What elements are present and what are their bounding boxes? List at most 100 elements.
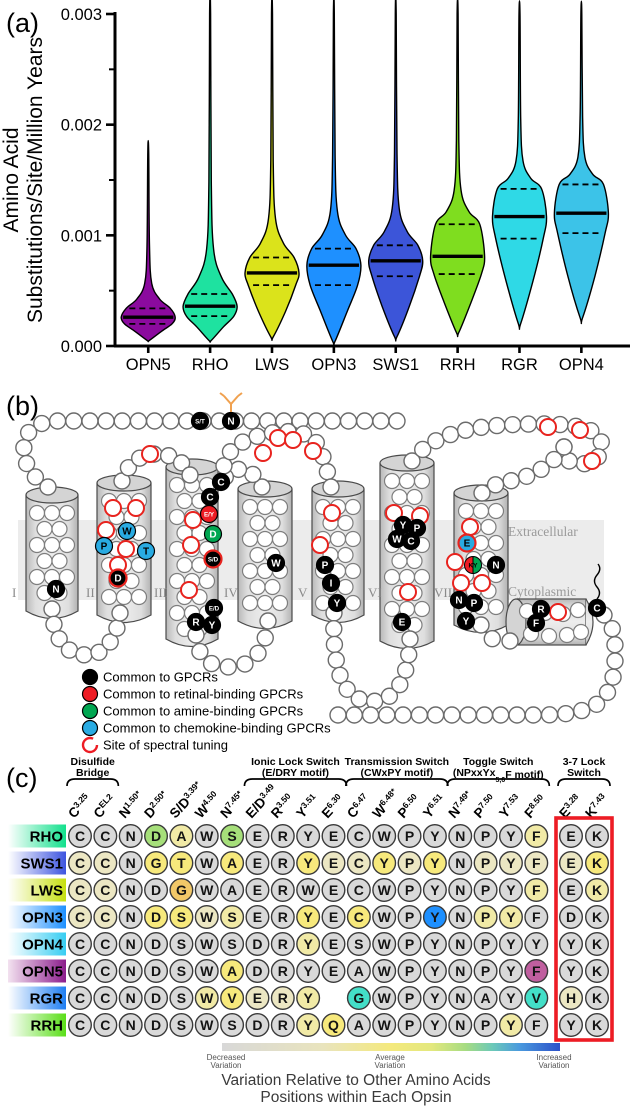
residue-Y — [327, 593, 347, 613]
cell-letter: C — [100, 963, 110, 979]
cell-letter: Y — [430, 882, 440, 898]
loop-residue-circle — [50, 630, 68, 648]
loop-residue-circle — [606, 652, 624, 670]
loop-residue-circle — [598, 683, 617, 702]
row-label-OPN3: OPN3 — [22, 910, 63, 927]
residue-letter: R — [537, 605, 545, 616]
cell-RRH-6 — [220, 1013, 245, 1038]
cell-RGR-12 — [372, 985, 397, 1010]
y-tick-label: 0.000 — [61, 338, 102, 356]
cell-letter: A — [354, 1017, 364, 1033]
cell-letter: E — [253, 855, 262, 871]
cell-letter: A — [227, 882, 237, 898]
cell-letter: E — [566, 882, 575, 898]
residue-circle — [413, 600, 431, 618]
cell-SWS1-11 — [346, 850, 371, 875]
residue-circle — [58, 504, 76, 522]
cell-OPN5-17 — [498, 958, 523, 983]
variation-caption-line2: Positions within Each Opsin — [260, 1089, 451, 1106]
residue-letter: C — [217, 478, 224, 489]
cell-letter: F — [532, 855, 541, 871]
cell-letter: E — [253, 909, 262, 925]
cell-letter: P — [405, 828, 414, 844]
legend-swatch-filled — [81, 668, 99, 686]
cell-OPN5-8 — [270, 958, 295, 983]
cell-SWS1-6 — [220, 850, 245, 875]
loop-residue-circle — [410, 706, 429, 724]
loop-residue-circle — [65, 412, 83, 430]
loop-residue-circle — [248, 427, 266, 446]
residue-circle — [198, 572, 216, 590]
residue-D — [203, 524, 223, 544]
cell-letter: P — [481, 936, 490, 952]
residue-circle — [569, 601, 587, 619]
cell-letter: S — [354, 936, 363, 952]
residue-I — [321, 573, 341, 593]
cell-RHO-5 — [194, 823, 219, 848]
cell-OPN3-18 — [524, 904, 549, 929]
loop-residue-circle — [90, 643, 108, 661]
cell-LWS-1 — [93, 877, 118, 902]
cell-RRH-8 — [270, 1013, 295, 1038]
x-category-label-LWS: LWS — [255, 356, 290, 374]
cell-letter: N — [126, 882, 136, 898]
cell-OPN4-3 — [144, 931, 169, 956]
gradient-label-right: Increased — [536, 1053, 571, 1062]
panel-b-label: (b) — [6, 391, 39, 421]
x-category-label-RHO: RHO — [192, 356, 229, 374]
cell-RHO-1 — [93, 823, 118, 848]
cell-letter: W — [200, 855, 214, 871]
cell-LWS-3 — [144, 877, 169, 902]
residue-circle — [406, 488, 423, 506]
cell-letter: G — [353, 990, 364, 1006]
cell-letter: G — [176, 882, 187, 898]
cell-letter: C — [100, 855, 110, 871]
residue-circle — [398, 472, 416, 490]
cell-letter: K — [592, 1017, 602, 1033]
cell-letter: P — [481, 882, 490, 898]
cell-letter: N — [455, 855, 465, 871]
cell-letter: D — [151, 963, 161, 979]
legend-label: Common to chemokine-binding GPCRs — [103, 721, 331, 736]
cell-letter: W — [302, 882, 316, 898]
x-category-label-RRH: RRH — [440, 356, 476, 374]
cell-SWS1-15 — [448, 850, 473, 875]
legend-label: Common to retinal-binding GPCRs — [103, 687, 304, 702]
loop-residue-circle — [502, 472, 520, 490]
residue-circle — [28, 568, 46, 586]
loop-residue-circle — [101, 633, 119, 651]
loop-residue-circle — [329, 706, 347, 724]
y-axis-title-line1: Amino Acid — [0, 127, 23, 232]
cell-RHO-20 — [585, 823, 610, 848]
residue-circle — [43, 536, 61, 554]
cell-RHO-7 — [245, 823, 270, 848]
loop-residue-circle — [483, 630, 501, 648]
loop-residue-circle — [33, 414, 51, 433]
cell-letter: F — [532, 828, 541, 844]
residue-letter: D — [114, 574, 121, 585]
cell-RRH-10 — [321, 1013, 346, 1038]
cell-RGR-15 — [448, 985, 473, 1010]
cell-OPN4-14 — [422, 931, 447, 956]
loop-residue-circle — [45, 615, 63, 633]
cell-SWS1-9 — [296, 850, 321, 875]
residue-circle — [457, 502, 475, 520]
loop-residue-circle — [331, 666, 349, 685]
cell-OPN5-20 — [585, 958, 610, 983]
cell-letter: K — [592, 882, 602, 898]
legend-label: Common to amine-binding GPCRs — [103, 704, 304, 719]
cell-OPN5-2 — [118, 958, 143, 983]
group-brace — [446, 778, 551, 787]
residue-circle — [271, 530, 289, 548]
cell-letter: R — [278, 882, 288, 898]
cell-letter: W — [200, 882, 214, 898]
row-label-SWS1: SWS1 — [20, 856, 63, 873]
loop-residue-circle — [325, 635, 344, 654]
loop-residue-circle — [355, 412, 374, 430]
cell-letter: S — [177, 1017, 186, 1033]
loop-residue-circle — [233, 433, 252, 451]
cell-SWS1-18 — [524, 850, 549, 875]
loop-residue-circle — [488, 416, 506, 435]
residue-circle — [249, 514, 266, 532]
cell-letter: R — [278, 855, 288, 871]
